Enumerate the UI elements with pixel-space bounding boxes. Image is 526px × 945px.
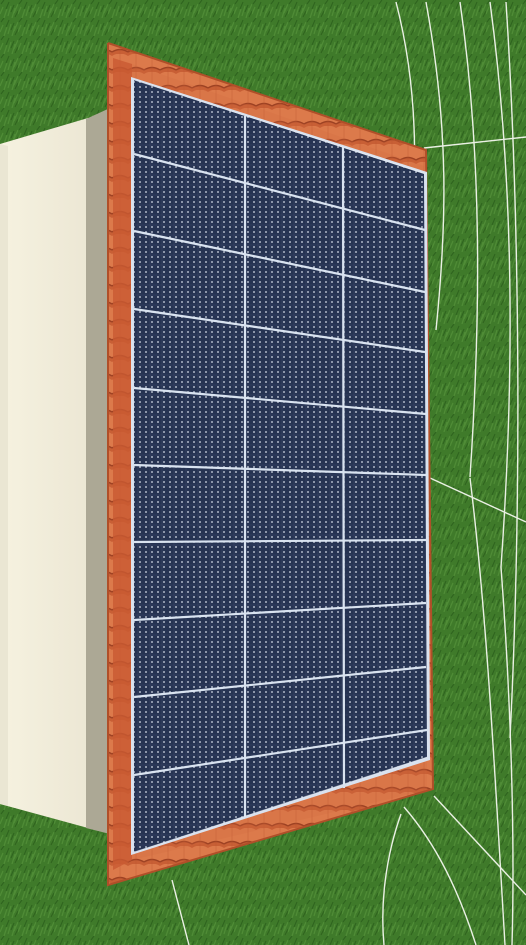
roof[interactable]: [107, 42, 435, 887]
guide-line: [459, 1, 479, 478]
guide-line: [423, 136, 526, 149]
guide-line: [382, 813, 402, 945]
solar-array[interactable]: [134, 80, 427, 852]
panel-row-divider: [133, 728, 428, 777]
panel-top-highlight: [133, 79, 428, 175]
roof-left-eave: [113, 58, 132, 870]
panel-row-divider: [133, 463, 427, 477]
guide-line: [403, 806, 477, 945]
guide-lines: [171, 1, 526, 945]
panel-row-divider: [133, 386, 427, 416]
panel-row-divider: [133, 307, 426, 354]
house-front-wall: [0, 118, 88, 828]
guide-line: [489, 1, 511, 568]
house-side-wall: [86, 108, 110, 834]
guide-line: [425, 1, 445, 331]
guide-line: [500, 566, 514, 945]
panel-row-divider: [133, 229, 426, 294]
house-body: [0, 108, 110, 834]
house-wall-edge: [0, 144, 8, 806]
guide-line: [433, 795, 526, 896]
panel-highlights: [133, 79, 428, 853]
guide-line: [429, 477, 526, 523]
guide-line: [505, 1, 519, 739]
panel-row-divider: [133, 601, 427, 622]
panel-row-divider: [133, 665, 427, 699]
roof-edge: [107, 42, 435, 887]
panel-row-divider: [133, 152, 426, 232]
panel-row-divider: [133, 538, 427, 544]
guide-line: [171, 879, 190, 945]
panel-bottom-highlight: [133, 756, 428, 853]
panel-column-divider: [341, 146, 346, 789]
solar-panel-grid: [133, 116, 428, 817]
guide-line: [469, 477, 506, 945]
